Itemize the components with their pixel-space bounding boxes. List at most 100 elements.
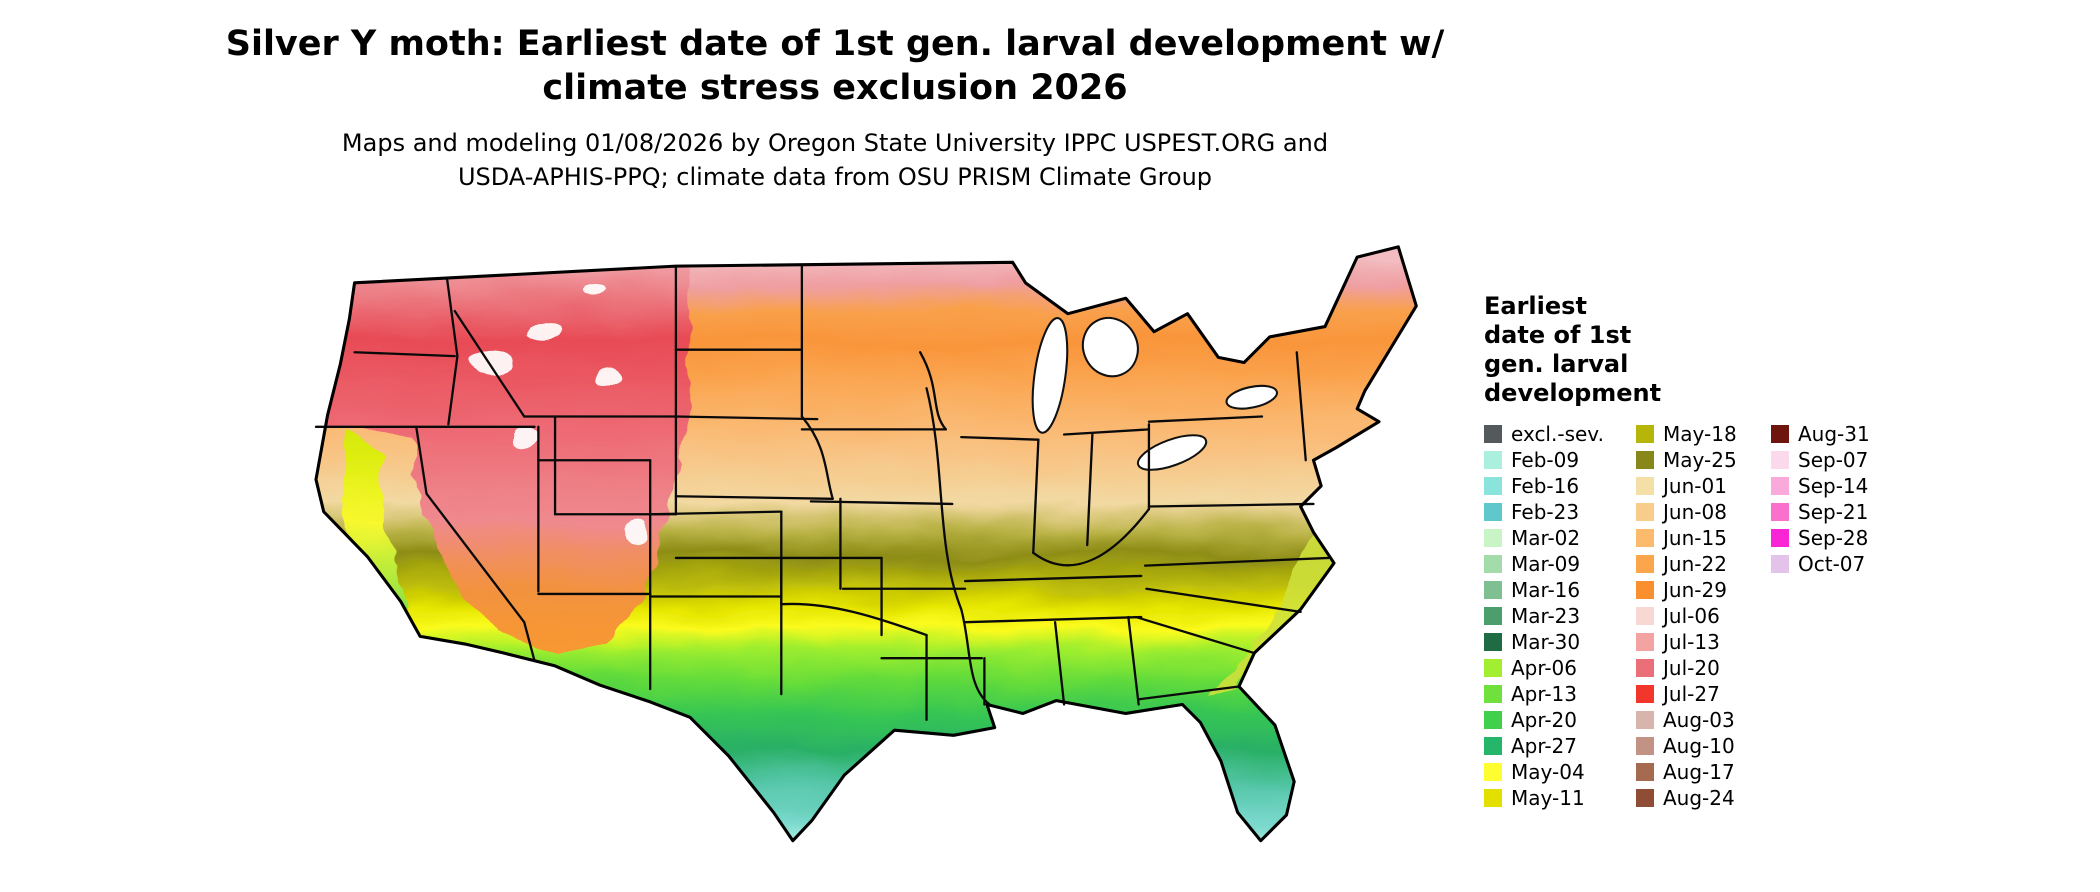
legend-row: Apr-06 xyxy=(1484,655,1636,681)
legend-row: Mar-23 xyxy=(1484,603,1636,629)
legend-row: May-18 xyxy=(1636,421,1771,447)
map-legend: Earliest date of 1st gen. larval develop… xyxy=(1484,292,1911,811)
legend-label: Sep-21 xyxy=(1798,500,1869,524)
legend-swatch xyxy=(1771,503,1789,521)
legend-row: Jun-08 xyxy=(1636,499,1771,525)
legend-row: excl.-sev. xyxy=(1484,421,1636,447)
legend-row: Aug-31 xyxy=(1771,421,1911,447)
legend-label: Jun-08 xyxy=(1663,500,1727,524)
legend-label: Jun-01 xyxy=(1663,474,1727,498)
legend-swatch xyxy=(1636,737,1654,755)
legend-row: Apr-13 xyxy=(1484,681,1636,707)
legend-swatch xyxy=(1484,529,1502,547)
legend-label: Jun-22 xyxy=(1663,552,1727,576)
legend-swatch xyxy=(1484,477,1502,495)
legend-label: Aug-03 xyxy=(1663,708,1735,732)
legend-row: Mar-02 xyxy=(1484,525,1636,551)
us-map-container xyxy=(226,208,1460,877)
legend-swatch xyxy=(1636,477,1654,495)
legend-label: Jun-15 xyxy=(1663,526,1727,550)
legend-row: Feb-09 xyxy=(1484,447,1636,473)
legend-label: Sep-07 xyxy=(1798,448,1869,472)
legend-row: Aug-10 xyxy=(1636,733,1771,759)
legend-label: Jul-06 xyxy=(1663,604,1720,628)
subtitle-line1: Maps and modeling 01/08/2026 by Oregon S… xyxy=(341,129,1329,158)
legend-swatch xyxy=(1484,555,1502,573)
legend-swatch xyxy=(1771,529,1789,547)
legend-label: Sep-28 xyxy=(1798,526,1869,550)
legend-swatch xyxy=(1484,737,1502,755)
legend-label: Feb-09 xyxy=(1511,448,1580,472)
legend-swatch xyxy=(1484,451,1502,469)
legend-row: Jun-01 xyxy=(1636,473,1771,499)
page-title: Silver Y moth: Earliest date of 1st gen.… xyxy=(10,22,1660,110)
legend-row: Sep-14 xyxy=(1771,473,1911,499)
legend-title: Earliest date of 1st gen. larval develop… xyxy=(1484,292,1911,408)
legend-row: Sep-21 xyxy=(1771,499,1911,525)
legend-label: Aug-24 xyxy=(1663,786,1735,810)
legend-swatch xyxy=(1771,477,1789,495)
legend-label: Oct-07 xyxy=(1798,552,1866,576)
great-lakes xyxy=(1031,316,1279,471)
legend-row: May-25 xyxy=(1636,447,1771,473)
legend-row: Oct-07 xyxy=(1771,551,1911,577)
legend-swatch xyxy=(1636,529,1654,547)
map-fill-layer xyxy=(315,246,1417,841)
legend-column: Aug-31 Sep-07 Sep-14 Sep-21 Sep-28 Oct-07 xyxy=(1771,421,1911,577)
lake-huron xyxy=(1081,316,1139,378)
legend-label: Feb-16 xyxy=(1511,474,1580,498)
legend-row: Feb-16 xyxy=(1484,473,1636,499)
legend-swatch xyxy=(1484,425,1502,443)
title-line2: climate stress exclusion 2026 xyxy=(542,68,1128,109)
legend-swatch xyxy=(1636,451,1654,469)
legend-row: Feb-23 xyxy=(1484,499,1636,525)
legend-swatch xyxy=(1636,633,1654,651)
legend-label: May-18 xyxy=(1663,422,1737,446)
legend-swatch xyxy=(1484,789,1502,807)
legend-label: Apr-13 xyxy=(1511,682,1577,706)
legend-swatch xyxy=(1771,555,1789,573)
legend-title-line: development xyxy=(1484,379,1662,407)
title-line1: Silver Y moth: Earliest date of 1st gen.… xyxy=(225,24,1445,64)
legend-label: Aug-10 xyxy=(1663,734,1735,758)
legend-label: Apr-06 xyxy=(1511,656,1577,680)
legend-label: Mar-23 xyxy=(1511,604,1581,628)
legend-swatch xyxy=(1484,581,1502,599)
legend-row: May-04 xyxy=(1484,759,1636,785)
legend-row: Apr-27 xyxy=(1484,733,1636,759)
state-borders xyxy=(314,264,1331,722)
legend-column: excl.-sev. Feb-09 Feb-16 Feb-23 Mar-02 Mar-09… xyxy=(1484,421,1636,811)
legend-swatch xyxy=(1636,581,1654,599)
legend-swatch xyxy=(1484,763,1502,781)
legend-label: Jul-20 xyxy=(1663,656,1720,680)
legend-swatch xyxy=(1484,685,1502,703)
legend-swatch xyxy=(1771,425,1789,443)
legend-swatch xyxy=(1636,555,1654,573)
california-valley-fill xyxy=(342,433,409,619)
legend-swatch xyxy=(1484,711,1502,729)
us-outline xyxy=(314,245,1418,843)
legend-swatch xyxy=(1636,763,1654,781)
legend-label: Sep-14 xyxy=(1798,474,1869,498)
legend-label: Aug-17 xyxy=(1663,760,1735,784)
legend-swatch xyxy=(1636,425,1654,443)
legend-columns: excl.-sev. Feb-09 Feb-16 Feb-23 Mar-02 Mar-09… xyxy=(1484,421,1911,811)
legend-label: Mar-16 xyxy=(1511,578,1581,602)
legend-row: Mar-09 xyxy=(1484,551,1636,577)
legend-label: Mar-02 xyxy=(1511,526,1581,550)
legend-label: Feb-23 xyxy=(1511,500,1580,524)
legend-swatch xyxy=(1636,789,1654,807)
page-subtitle: Maps and modeling 01/08/2026 by Oregon S… xyxy=(10,126,1660,194)
excluded-mountain-patches xyxy=(466,284,649,546)
legend-row: Sep-07 xyxy=(1771,447,1911,473)
legend-swatch xyxy=(1484,503,1502,521)
legend-swatch xyxy=(1636,659,1654,677)
legend-swatch xyxy=(1636,711,1654,729)
legend-label: May-25 xyxy=(1663,448,1737,472)
legend-label: May-04 xyxy=(1511,760,1585,784)
legend-row: Aug-03 xyxy=(1636,707,1771,733)
legend-label: May-11 xyxy=(1511,786,1585,810)
legend-swatch xyxy=(1484,607,1502,625)
legend-label: Jul-27 xyxy=(1663,682,1720,706)
legend-row: Aug-24 xyxy=(1636,785,1771,811)
